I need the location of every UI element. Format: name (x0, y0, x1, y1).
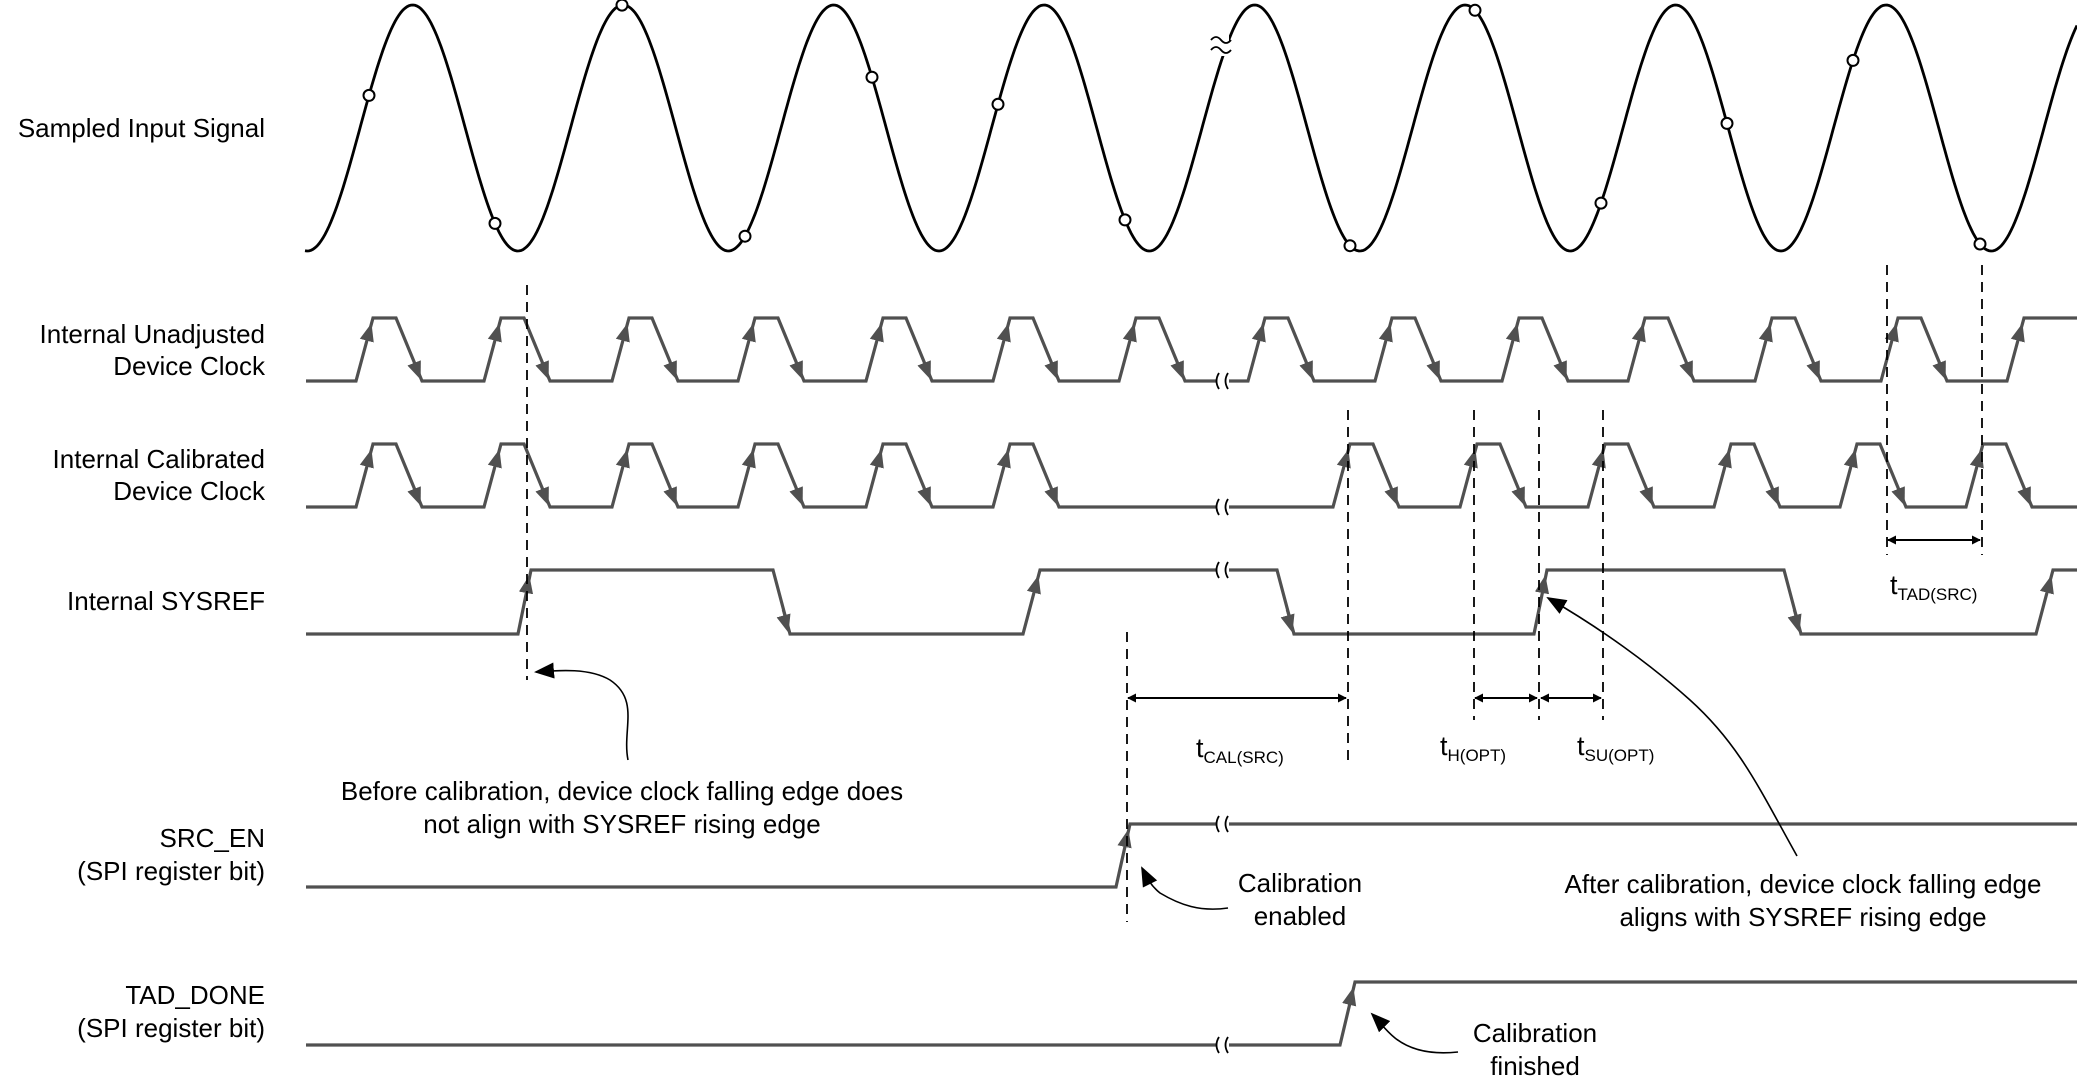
unadjusted-clock-edge-arrows (359, 323, 2025, 380)
th-label: tH(OPT) (1440, 731, 1506, 765)
before-cal-note-line1: Before calibration, device clock falling… (341, 776, 903, 806)
sysref-waveform (306, 561, 2077, 636)
sample-point-12 (1846, 53, 1860, 67)
sample-point-2 (488, 216, 502, 230)
sysref-trace (306, 568, 2077, 636)
sine-wave (304, 3, 2077, 253)
unadjusted-clock-break-mark (1215, 372, 1229, 390)
cal-enabled-note-line2: enabled (1254, 901, 1347, 931)
label-src-en-line1: SRC_EN (160, 823, 265, 853)
sampled-input-waveform (304, 0, 2077, 253)
timing-dimensions: tCAL(SRC) tH(OPT) tSU(OPT) tTAD(SRC) (1127, 535, 1981, 767)
sysref-break-mark (1215, 561, 1229, 579)
calibrated-clock-edge-arrows (359, 449, 2031, 506)
label-calibrated-clock-line2: Device Clock (113, 476, 266, 506)
after-cal-callout-arrow (1546, 597, 1798, 857)
sample-point-10 (1594, 196, 1608, 210)
src-en-trace (306, 822, 2077, 889)
tcal-label: tCAL(SRC) (1196, 733, 1284, 767)
tad-done-trace (306, 980, 2077, 1047)
tad-done-edge-arrow (1342, 987, 1357, 1031)
calibrated-clock-waveform (306, 442, 2077, 516)
signal-labels: Sampled Input Signal Internal Unadjusted… (18, 113, 266, 1043)
label-unadjusted-clock-line2: Device Clock (113, 351, 266, 381)
sample-point-11 (1720, 116, 1734, 130)
label-unadjusted-clock-line1: Internal Unadjusted (40, 319, 265, 349)
tad-done-waveform (306, 980, 2077, 1054)
label-calibrated-clock-line1: Internal Calibrated (53, 444, 265, 474)
calibrated-clock-trace (306, 442, 2077, 509)
label-tad-done-line1: TAD_DONE (125, 980, 265, 1010)
tad-done-break-mark (1215, 1036, 1229, 1054)
sample-point-8 (1343, 239, 1357, 253)
label-src-en-line2: (SPI register bit) (77, 856, 265, 886)
tsu-label: tSU(OPT) (1577, 731, 1654, 765)
label-tad-done-line2: (SPI register bit) (77, 1013, 265, 1043)
cal-finished-note-line1: Calibration (1473, 1018, 1597, 1048)
sine-break-mark (1210, 30, 1232, 56)
cal-finished-callout-arrow (1370, 1012, 1459, 1054)
label-sampled-input: Sampled Input Signal (18, 113, 265, 143)
sample-point-7 (1118, 213, 1132, 227)
sample-point-1 (362, 88, 376, 102)
sample-point-3 (615, 0, 629, 12)
annotations: Before calibration, device clock falling… (341, 597, 2042, 1077)
after-cal-note-line2: aligns with SYSREF rising edge (1619, 902, 1986, 932)
label-internal-sysref: Internal SYSREF (67, 586, 265, 616)
timing-reference-lines (526, 265, 1983, 922)
before-cal-note-line2: not align with SYSREF rising edge (423, 809, 820, 839)
src-en-break-mark (1215, 815, 1229, 833)
sample-points (362, 0, 1987, 253)
after-cal-note-line1: After calibration, device clock falling … (1565, 869, 2042, 899)
unadjusted-clock-trace (306, 316, 2077, 383)
cal-enabled-note-line1: Calibration (1238, 868, 1362, 898)
calibrated-clock-break-mark (1215, 498, 1229, 516)
unadjusted-clock-waveform (306, 316, 2077, 390)
sample-point-5 (865, 70, 879, 84)
sample-point-9 (1468, 3, 1482, 17)
before-cal-callout-arrow (534, 662, 629, 761)
sample-point-6 (991, 97, 1005, 111)
sample-point-4 (738, 229, 752, 243)
cal-finished-note-line2: finished (1490, 1051, 1580, 1077)
ttad-label: tTAD(SRC) (1890, 570, 1977, 604)
sample-point-13 (1973, 237, 1987, 251)
cal-enabled-callout-arrow (1141, 866, 1229, 910)
